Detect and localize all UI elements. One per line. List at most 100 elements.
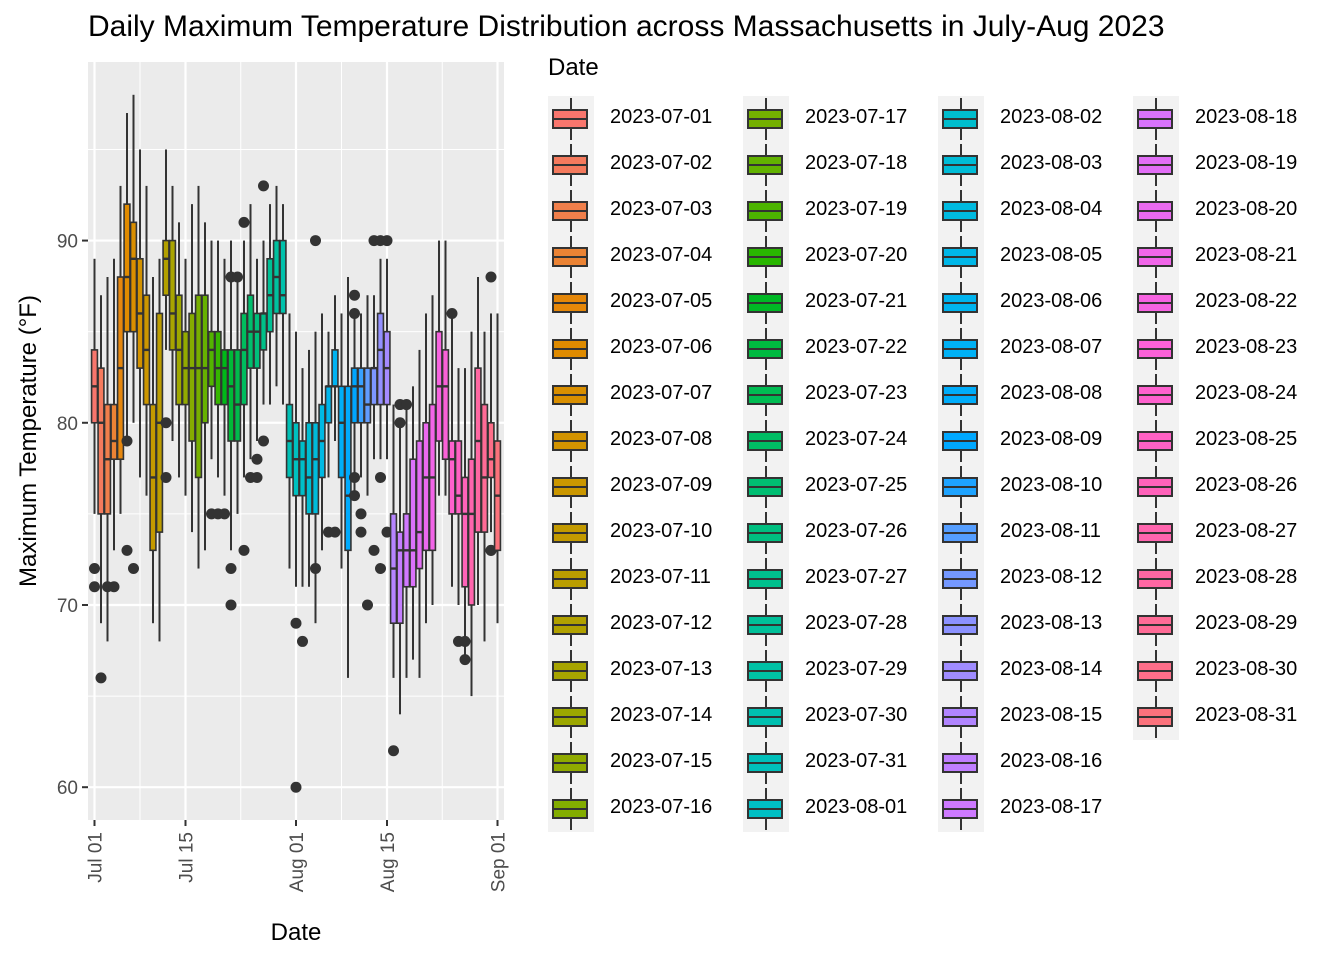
outlier-point (225, 563, 237, 575)
legend-key (548, 418, 594, 464)
legend-key (743, 694, 789, 740)
legend-label: 2023-07-12 (610, 612, 713, 634)
legend-key (1133, 142, 1179, 188)
legend-label: 2023-08-20 (1195, 198, 1298, 220)
box-body (350, 367, 359, 424)
legend-key (1133, 556, 1179, 602)
legend-label: 2023-07-31 (805, 750, 908, 772)
outlier-point (349, 490, 360, 502)
outlier-point (238, 544, 250, 556)
legend-key (743, 188, 789, 234)
box-2023-07-05 (116, 185, 125, 514)
outlier-point (219, 508, 230, 520)
box-body (253, 312, 261, 369)
box-body (474, 367, 482, 533)
outlier-point (225, 599, 237, 611)
legend-label: 2023-07-25 (805, 474, 908, 496)
legend-label: 2023-07-24 (805, 428, 908, 450)
legend-key (548, 786, 594, 832)
box-body (233, 349, 242, 442)
chart-title: Daily Maximum Temperature Distribution a… (88, 10, 1165, 43)
outlier-point (95, 672, 107, 684)
legend-label: 2023-08-24 (1195, 382, 1298, 404)
outlier-point (485, 271, 497, 283)
outlier-point (290, 617, 302, 629)
legend-key (548, 234, 594, 280)
x-tick-label: Jul 01 (86, 832, 107, 883)
legend-key (743, 786, 789, 832)
legend-label: 2023-07-29 (805, 658, 908, 680)
legend-label: 2023-07-08 (610, 428, 713, 450)
legend-key (1133, 510, 1179, 556)
legend-label: 2023-07-11 (610, 566, 711, 588)
legend-label: 2023-07-18 (805, 152, 908, 174)
box-2023-08-07 (329, 295, 341, 538)
legend-label: 2023-08-29 (1195, 612, 1298, 634)
box-body (324, 385, 333, 424)
outlier-point (251, 471, 263, 483)
box-2023-07-18 (201, 222, 209, 551)
outlier-point (108, 581, 120, 593)
box-2023-08-12 (362, 295, 373, 611)
outlier-point (290, 781, 302, 793)
legend-key (938, 96, 984, 142)
outlier-point (375, 563, 386, 575)
legend-label: 2023-08-14 (1000, 658, 1103, 680)
legend-label: 2023-07-21 (805, 290, 908, 312)
outlier-point (394, 417, 406, 429)
legend-key (743, 280, 789, 326)
legend-key (743, 556, 789, 602)
legend-key (548, 510, 594, 556)
legend-label: 2023-08-16 (1000, 750, 1103, 772)
outlier-point (446, 307, 458, 319)
legend-label: 2023-08-17 (1000, 796, 1103, 818)
legend-label: 2023-07-03 (610, 198, 713, 220)
legend-label: 2023-07-16 (610, 796, 713, 818)
outlier-point (121, 544, 133, 556)
outlier-point (459, 635, 471, 647)
legend-label: 2023-07-02 (610, 152, 713, 174)
legend-key (938, 234, 984, 280)
legend-key (938, 510, 984, 556)
legend-label: 2023-08-08 (1000, 382, 1103, 404)
outlier-point (381, 235, 393, 247)
legend-label: 2023-08-25 (1195, 428, 1298, 450)
legend-key (938, 694, 984, 740)
box-body (344, 385, 352, 552)
x-tick-label: Jul 15 (177, 832, 198, 883)
outlier-point (349, 471, 360, 483)
outlier-point (160, 417, 172, 429)
outlier-point (485, 544, 497, 556)
outlier-point (160, 471, 172, 483)
legend-label: 2023-07-27 (805, 566, 908, 588)
box-2023-08-27 (459, 368, 471, 666)
box-2023-08-01 (290, 331, 302, 793)
box-2023-07-22 (225, 240, 237, 611)
box-body (259, 312, 268, 351)
legend-key (548, 556, 594, 602)
legend-label: 2023-08-02 (1000, 106, 1103, 128)
legend-key (1133, 694, 1179, 740)
boxplot-chart: 60 70 80 90 Jul 01 Jul 15 Aug 01 Aug 15 Sep 01 D… (15, 62, 510, 946)
box-body (337, 385, 346, 479)
legend-label: 2023-08-21 (1195, 244, 1298, 266)
legend-label: 2023-07-30 (805, 704, 908, 726)
legend-label: 2023-07-26 (805, 520, 908, 542)
legend-key (1133, 372, 1179, 418)
box-2023-08-24 (441, 240, 450, 496)
box-body (240, 312, 248, 406)
box-body (220, 349, 229, 406)
legend-label: 2023-08-10 (1000, 474, 1103, 496)
legend-label: 2023-07-19 (805, 198, 908, 220)
box-body (467, 458, 476, 606)
outlier-point (355, 526, 367, 538)
box-body (396, 531, 404, 625)
box-body (480, 403, 489, 533)
legend-key (938, 786, 984, 832)
box-2023-07-28 (266, 204, 274, 405)
outlier-point (368, 544, 380, 556)
box-2023-08-21 (422, 313, 430, 624)
outlier-point (297, 635, 308, 647)
box-body (194, 294, 203, 479)
legend-label: 2023-08-04 (1000, 198, 1103, 220)
